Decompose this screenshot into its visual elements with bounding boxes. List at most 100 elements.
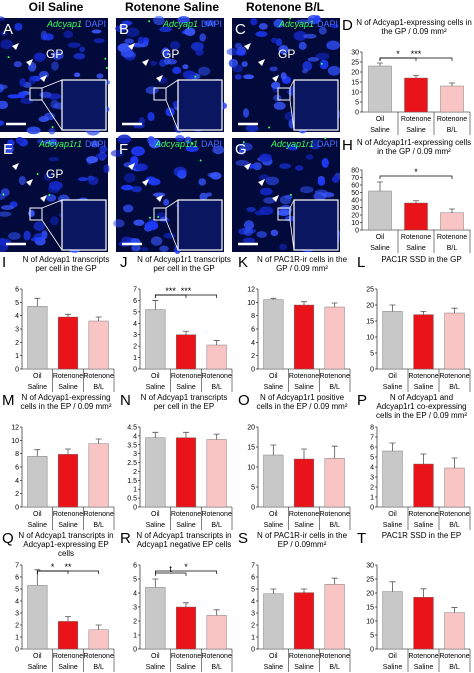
y-tick-label: 8 (251, 313, 255, 320)
nucleus (164, 56, 171, 65)
y-tick-label: 15 (366, 319, 374, 326)
nucleus (195, 48, 204, 56)
nucleus (147, 111, 155, 122)
error-bar (377, 62, 383, 66)
x-tick-sublabel: Saline (406, 127, 426, 134)
x-tick-label: Oil (33, 653, 42, 660)
panel-letter: B (119, 21, 129, 38)
nucleus (124, 38, 134, 44)
bar (57, 454, 79, 508)
x-tick-label: Oil (269, 373, 278, 380)
x-tick-label: Oil (376, 234, 385, 241)
chart: 0 5 10 15 20 25 30 Oil Saline Rotenone Saline Roten… (351, 49, 471, 135)
y-tick-label: 2 (15, 340, 19, 347)
bar (413, 596, 434, 650)
arrowhead (26, 59, 33, 66)
x-tick-label: Rotenone (53, 653, 83, 660)
y-tick-label: 8 (15, 451, 19, 458)
y-tick-label: 6 (251, 327, 255, 334)
x-tick-sublabel: Saline (414, 522, 434, 529)
y-tick-label: 2 (251, 623, 255, 630)
nucleus (279, 163, 291, 169)
bar (57, 316, 79, 370)
x-tick-label: Rotenone (201, 373, 231, 380)
nucleus (243, 74, 255, 80)
nucleus (172, 66, 182, 75)
chart: 0 1 2 3 4 5 6 Oil Saline Rotenone Saline Rotenone B/… (15, 287, 115, 392)
nucleus (0, 211, 12, 217)
error-bar (183, 431, 189, 438)
y-tick-label: 20 (351, 213, 359, 220)
y-tick-label: 4 (15, 313, 19, 320)
chart-panel: 0 1 2 3 4 5 6 7 Oil Saline Rotenone Saline Rotenone B… (0, 531, 118, 673)
y-tick-label: 10 (247, 300, 255, 307)
nucleus (20, 97, 34, 105)
x-tick-sublabel: Saline (28, 664, 48, 671)
x-tick-sublabel: Saline (264, 522, 284, 529)
nucleus (7, 139, 15, 147)
y-tick-label: 60 (351, 183, 359, 190)
nucleus (118, 23, 128, 31)
x-tick-label: Rotenone (401, 234, 431, 241)
panel-letter: F (119, 141, 128, 158)
y-tick-label: 10 (366, 335, 374, 342)
x-tick-sublabel: Saline (406, 245, 426, 252)
nucleus (147, 136, 155, 144)
signal-dot (157, 216, 160, 219)
panel-letter: P (357, 392, 368, 409)
nucleus (26, 126, 41, 135)
x-tick-label: Oil (151, 511, 160, 518)
y-tick-label: 2 (15, 623, 19, 630)
column-header: Oil Saline (28, 0, 84, 14)
y-tick-label: 4 (15, 599, 19, 606)
y-tick-label: 0 (251, 367, 255, 374)
column-header: Rotenone B/L (246, 0, 324, 14)
chart-panel: 0 1 2 3 4 5 6 7 Oil Saline Rotenone Saline Rotenone B… (118, 255, 236, 393)
panel-letter: J (120, 254, 128, 271)
nucleus (169, 40, 181, 50)
nucleus (103, 164, 110, 174)
x-tick-sublabel: Saline (264, 384, 284, 391)
significance-label: *** (411, 49, 422, 59)
marker-label: Adcyap1r1 (38, 139, 82, 149)
nucleus (8, 232, 21, 240)
error-bar (34, 297, 41, 307)
error-bar (213, 609, 220, 616)
nucleus (311, 139, 319, 145)
y-tick-label: 10 (351, 220, 359, 227)
nucleus (303, 33, 317, 39)
y-tick-label: 30 (351, 205, 359, 212)
x-tick-label: Oil (151, 373, 160, 380)
panel-letter: D (342, 17, 353, 34)
x-tick-label: Rotenone (83, 373, 113, 380)
y-tick-label: 1 (370, 495, 374, 502)
y-tick-label: 25 (366, 577, 374, 584)
significance-bracket (379, 175, 453, 179)
chart-panel: 0 1 2 3 4 5 6 7 Oil Saline Rotenone Saline Rotenone B… (236, 531, 354, 673)
arrowhead (40, 75, 47, 82)
nucleus (90, 140, 99, 148)
nucleus (18, 175, 26, 186)
chart-panel: 0 0.5 1 1.5 2 2.5 3 3.5 4 4.5 Oil Saline Rotenone Sal… (118, 393, 236, 531)
x-tick-label: Rotenone (201, 511, 231, 518)
channel-label: Adcyap1 DAPI (162, 19, 222, 29)
nucleus (296, 19, 310, 24)
signal-dot (242, 141, 245, 144)
nucleus (205, 192, 213, 197)
nucleus (133, 219, 145, 226)
y-tick-label: 25 (366, 287, 374, 294)
signal-dot (105, 66, 108, 69)
y-tick-label: 0 (133, 367, 137, 374)
x-tick-sublabel: B/L (211, 664, 222, 671)
y-tick-label: 20 (247, 425, 255, 432)
inset-box (293, 199, 339, 251)
nucleus (96, 73, 104, 79)
x-tick-sublabel: Saline (414, 384, 434, 391)
nucleus (313, 192, 327, 201)
x-tick-sublabel: Saline (176, 522, 196, 529)
x-tick-label: Rotenone (83, 653, 113, 660)
nucleus (125, 27, 140, 38)
chart-panel: 0 2 4 6 8 10 12 Oil Saline Rotenone Saline Rotenone… (236, 255, 354, 393)
channel-label: Adcyap1 DAPI (278, 19, 338, 29)
